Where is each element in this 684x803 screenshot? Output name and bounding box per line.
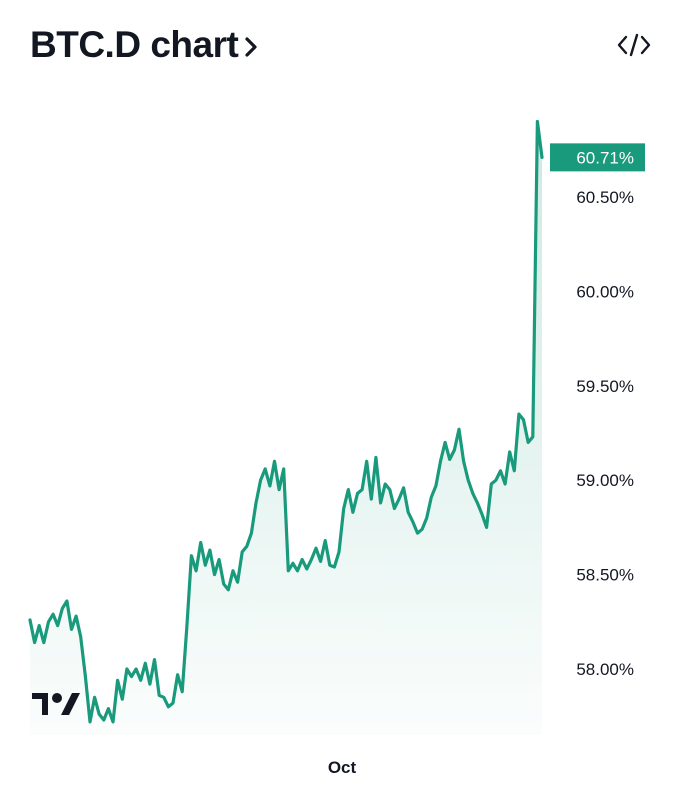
y-tick-label: 60.00% — [576, 282, 634, 301]
x-axis: Oct — [328, 758, 357, 777]
series-line — [28, 119, 544, 724]
last-price-tag-bg — [550, 143, 645, 172]
y-tick-label: 60.50% — [576, 188, 634, 207]
y-tick-label: 59.00% — [576, 471, 634, 490]
tradingview-logo-icon[interactable] — [32, 693, 80, 715]
y-axis: 60.50% 60.00% 59.50% 59.00% 58.50% 58.00% — [576, 188, 634, 679]
embed-code-button[interactable] — [614, 25, 654, 65]
y-tick-label: 58.00% — [576, 660, 634, 679]
last-price-label: 60.71% — [576, 148, 634, 167]
last-price-tag: 60.71% — [550, 143, 645, 172]
y-tick-label: 59.50% — [576, 377, 634, 396]
series-area — [30, 121, 542, 735]
chart-header: BTC.D chart — [30, 20, 654, 70]
chart-title-link[interactable]: BTC.D chart — [30, 24, 258, 66]
code-embed-icon — [617, 33, 651, 57]
chevron-right-icon — [245, 37, 257, 57]
page-title: BTC.D chart — [30, 24, 239, 65]
x-tick-label: Oct — [328, 758, 357, 777]
y-tick-label: 58.50% — [576, 566, 634, 585]
